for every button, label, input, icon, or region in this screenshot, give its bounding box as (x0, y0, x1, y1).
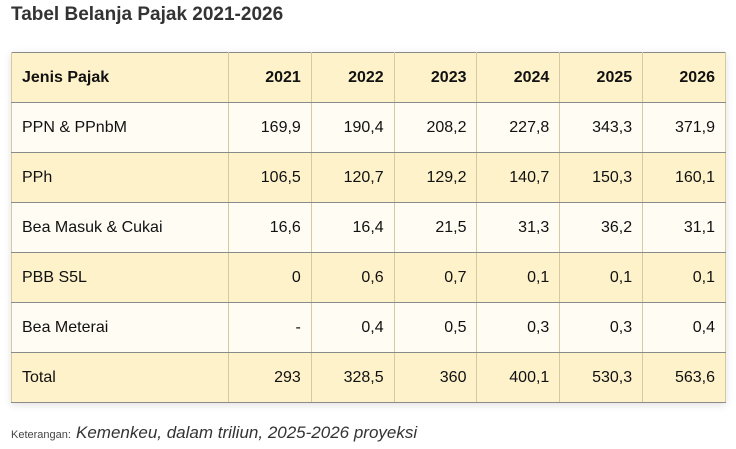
table-cell: 0,4 (642, 302, 726, 353)
table-cell: 0,1 (642, 252, 726, 303)
table-cell: 563,6 (642, 352, 726, 403)
column-header: Jenis Pajak (11, 52, 229, 103)
column-header: 2024 (476, 52, 561, 103)
table-cell: - (228, 302, 312, 353)
table-cell: 0,1 (476, 252, 561, 303)
table-cell: 371,9 (642, 102, 726, 153)
table-cell: 106,5 (228, 152, 312, 203)
footnote-text: Kemenkeu, dalam triliun, 2025-2026 proye… (76, 423, 418, 442)
table-cell: 208,2 (393, 102, 478, 153)
table-cell: 360 (393, 352, 478, 403)
table-cell: 0,7 (393, 252, 478, 303)
row-label: Total (11, 352, 229, 403)
row-label: Bea Masuk & Cukai (11, 202, 229, 253)
column-header: 2025 (559, 52, 644, 103)
tax-table: Jenis Pajak 2021 2022 2023 2024 2025 2026 PPN … (11, 52, 726, 403)
row-label: PPh (11, 152, 229, 203)
page-title: Tabel Belanja Pajak 2021-2026 (11, 4, 284, 25)
table-cell: 36,2 (559, 202, 644, 253)
table-row: Total 293 328,5 360 400,1 530,3 563,6 (11, 352, 726, 403)
table-cell: 160,1 (642, 152, 726, 203)
table-cell: 400,1 (476, 352, 561, 403)
table-cell: 31,1 (642, 202, 726, 253)
table-cell: 328,5 (310, 352, 395, 403)
table-cell: 530,3 (559, 352, 644, 403)
table-cell: 21,5 (393, 202, 478, 253)
table-cell: 343,3 (559, 102, 644, 153)
table-cell: 31,3 (476, 202, 561, 253)
column-header: 2026 (642, 52, 726, 103)
table-cell: 0 (228, 252, 312, 303)
table-cell: 0,1 (559, 252, 644, 303)
table-cell: 0,3 (559, 302, 644, 353)
row-label: PBB S5L (11, 252, 229, 303)
table-row: PPN & PPnbM 169,9 190,4 208,2 227,8 343,3 371,… (11, 102, 726, 153)
table-row: PPh 106,5 120,7 129,2 140,7 150,3 160,1 (11, 152, 726, 203)
table-cell: 16,6 (228, 202, 312, 253)
table-cell: 169,9 (228, 102, 312, 153)
footnote: Keterangan: Kemenkeu, dalam triliun, 202… (11, 423, 417, 443)
table-cell: 190,4 (310, 102, 395, 153)
table-cell: 16,4 (310, 202, 395, 253)
table-row: Bea Masuk & Cukai 16,6 16,4 21,5 31,3 36,2 31,… (11, 202, 726, 253)
row-label: Bea Meterai (11, 302, 229, 353)
column-header: 2023 (393, 52, 478, 103)
table-row: Bea Meterai -0,4 0,5 0,3 0,3 0,4 (11, 302, 726, 353)
footnote-label: Keterangan: (11, 429, 71, 441)
table-cell: 129,2 (393, 152, 478, 203)
table-cell: 293 (228, 352, 312, 403)
table-cell: 140,7 (476, 152, 561, 203)
table-cell: 0,3 (476, 302, 561, 353)
column-header: 2022 (310, 52, 395, 103)
table-cell: 227,8 (476, 102, 561, 153)
table-cell: 0,4 (310, 302, 395, 353)
table-row: PBB S5L 0 0,6 0,7 0,1 0,1 0,1 (11, 252, 726, 303)
table-cell: 150,3 (559, 152, 644, 203)
table-cell: 0,6 (310, 252, 395, 303)
column-header: 2021 (228, 52, 312, 103)
row-label: PPN & PPnbM (11, 102, 229, 153)
table-header-row: Jenis Pajak 2021 2022 2023 2024 2025 2026 (11, 52, 726, 103)
table-cell: 120,7 (310, 152, 395, 203)
table-cell: 0,5 (393, 302, 478, 353)
